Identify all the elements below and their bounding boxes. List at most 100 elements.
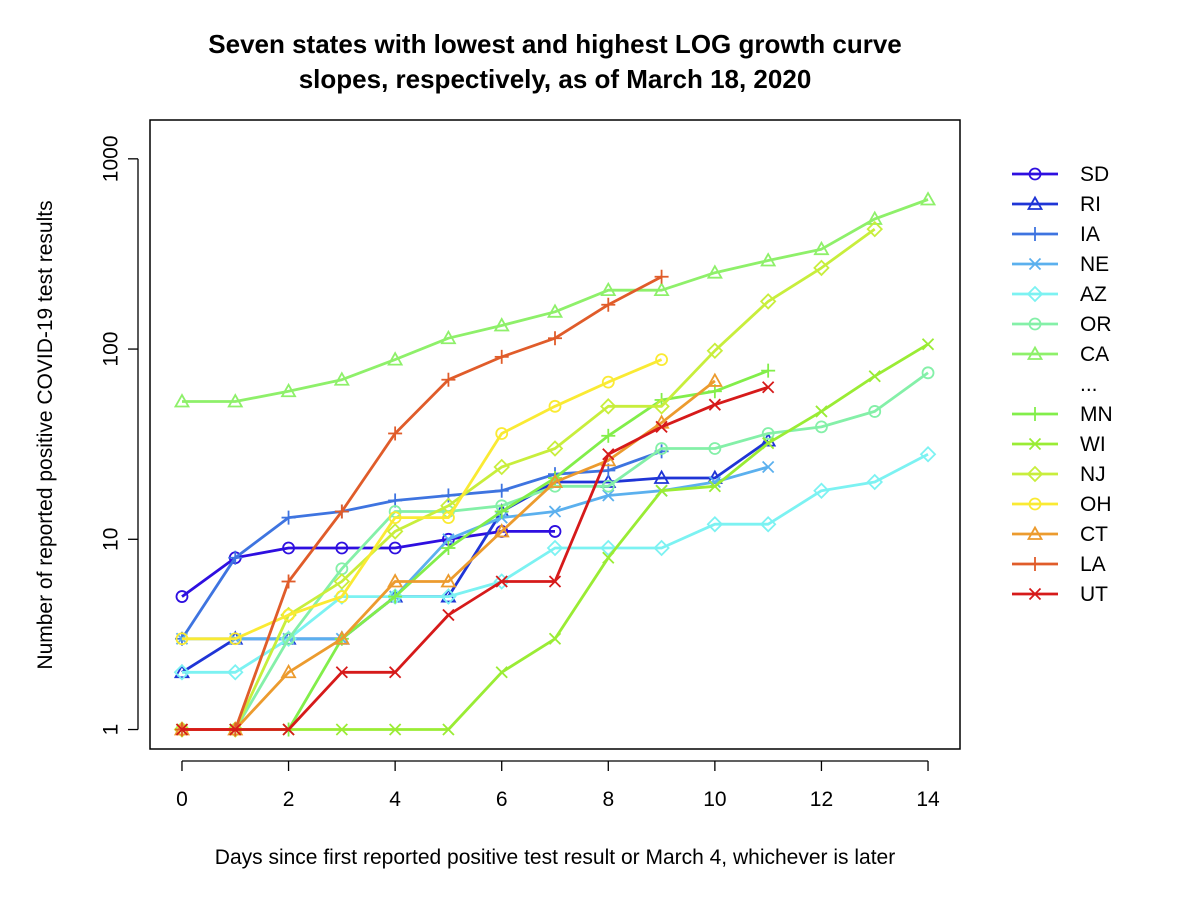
data-point-az xyxy=(546,539,564,557)
series-ut xyxy=(175,381,775,736)
data-point-wi xyxy=(655,484,668,497)
data-point-oh xyxy=(175,632,189,646)
data-point-ca xyxy=(813,240,830,256)
data-point-oh xyxy=(335,590,349,603)
legend-item-ia: IA xyxy=(1012,223,1100,246)
data-point-wi xyxy=(602,551,615,564)
data-point-ca xyxy=(333,371,350,386)
data-point-az xyxy=(173,663,191,681)
x-axis: 0 2 4 6 8 10 12 14 xyxy=(176,760,940,811)
data-point-ut xyxy=(602,448,615,461)
legend-item-ut: UT xyxy=(1012,583,1108,606)
legend-marker-ut xyxy=(1028,587,1042,601)
legend-item-az: AZ xyxy=(1012,283,1107,306)
legend-item-or: OR xyxy=(1012,313,1112,336)
data-point-la xyxy=(281,574,296,589)
legend-marker-sd xyxy=(1028,167,1042,181)
legend-label-la: LA xyxy=(1080,553,1106,576)
chart-title: Seven states with lowest and highest LOG… xyxy=(208,29,901,94)
series-ca xyxy=(173,191,937,408)
data-point-mn xyxy=(494,504,509,519)
legend-label-az: AZ xyxy=(1080,283,1107,306)
legend-item-la: LA xyxy=(1012,553,1106,576)
series-line-oh xyxy=(182,358,663,641)
y-tick-label: 1 xyxy=(100,724,123,736)
legend-marker-mn xyxy=(1028,407,1042,421)
legend-marker-la xyxy=(1028,557,1042,571)
data-point-az xyxy=(493,573,510,590)
legend-item-ca: CA xyxy=(1012,343,1109,366)
data-point-ut xyxy=(388,666,402,679)
legend: SD RI IA NE AZ OR CA... MN WI NJ OH CT LA UT xyxy=(1012,163,1113,606)
data-point-nj xyxy=(759,293,777,310)
data-point-ut xyxy=(335,666,348,679)
data-point-ca xyxy=(706,264,723,279)
data-point-ca xyxy=(227,393,244,408)
data-point-az xyxy=(919,445,937,463)
data-point-mn xyxy=(761,363,776,378)
series-line-ca xyxy=(182,198,929,403)
data-point-sd xyxy=(175,590,189,603)
legend-marker-wi xyxy=(1028,437,1042,451)
data-point-ne xyxy=(762,460,775,474)
data-point-oh xyxy=(388,511,402,525)
data-point-wi xyxy=(548,632,562,645)
data-point-az xyxy=(653,539,670,557)
legend-label-ia: IA xyxy=(1080,223,1100,246)
y-tick-label: 100 xyxy=(100,332,123,367)
data-point-ct xyxy=(333,630,350,645)
y-axis-label: Number of reported positive COVID-19 tes… xyxy=(34,200,57,669)
data-point-la xyxy=(334,504,349,519)
data-point-nj xyxy=(386,523,404,540)
data-point-ca xyxy=(280,382,297,398)
data-point-ca xyxy=(653,281,670,297)
data-point-ca xyxy=(866,210,883,225)
data-point-az xyxy=(813,482,830,500)
data-point-la xyxy=(548,331,562,346)
plot-area-frame xyxy=(149,119,961,750)
legend-item-ne: NE xyxy=(1012,253,1109,276)
data-point-az xyxy=(440,588,457,605)
data-point-az xyxy=(706,515,724,533)
legend-marker-ne xyxy=(1028,257,1042,271)
data-point-wi xyxy=(868,370,881,383)
data-point-wi xyxy=(708,480,722,493)
data-point-nj xyxy=(546,440,564,457)
data-point-sd xyxy=(388,541,402,555)
legend-item-mn: MN xyxy=(1012,403,1113,426)
data-point-ia xyxy=(228,550,243,565)
legend-marker-ct xyxy=(1026,525,1044,540)
y-axis: 1 10 100 1000 xyxy=(100,135,139,736)
data-point-ne xyxy=(442,533,455,546)
data-point-ri xyxy=(653,469,670,484)
data-point-wi xyxy=(495,666,508,679)
data-point-la xyxy=(654,269,669,284)
data-point-wi xyxy=(815,405,828,418)
data-point-ca xyxy=(600,281,617,297)
legend-label-ri: RI xyxy=(1080,193,1101,216)
data-point-ut xyxy=(762,381,775,394)
legend-item-oh: OH xyxy=(1012,493,1112,516)
series-line-sd xyxy=(181,530,555,598)
data-point-az xyxy=(226,663,244,681)
legend-item-ri: RI xyxy=(1012,193,1101,216)
data-point-oh xyxy=(495,427,509,440)
data-point-wi xyxy=(335,723,348,736)
data-point-ia xyxy=(441,488,456,503)
data-point-ca xyxy=(440,329,457,345)
legend-item-ct: CT xyxy=(1012,523,1108,546)
legend-marker-or xyxy=(1028,317,1042,331)
data-point-la xyxy=(388,426,403,441)
data-point-nj xyxy=(706,342,724,360)
legend-label-ne: NE xyxy=(1080,253,1109,276)
data-point-wi xyxy=(921,338,935,351)
data-point-wi xyxy=(762,437,775,450)
data-point-ne xyxy=(602,489,615,502)
legend-label-ct: CT xyxy=(1080,523,1108,546)
data-point-la xyxy=(601,297,616,312)
data-point-oh xyxy=(442,511,455,525)
data-point-az xyxy=(866,473,884,491)
data-point-wi xyxy=(388,723,402,736)
data-point-ne xyxy=(548,505,562,518)
